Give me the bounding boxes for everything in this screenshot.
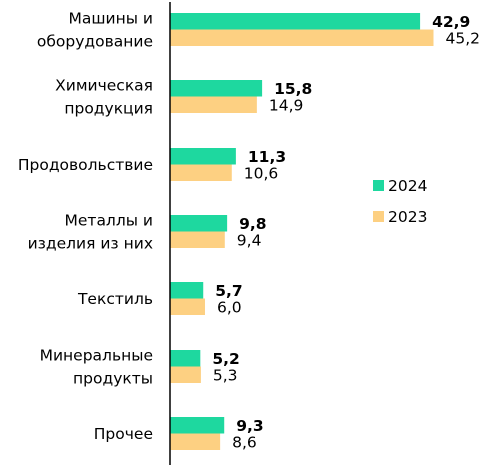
category-label-3-0: Металлы и bbox=[65, 212, 154, 230]
value-label-2024-5: 5,2 bbox=[212, 350, 239, 368]
value-label-2023-6: 8,6 bbox=[232, 433, 257, 451]
category-label-5-1: продукты bbox=[73, 370, 153, 388]
category-label-5-0: Минеральные bbox=[40, 347, 153, 365]
legend-label-2024: 2024 bbox=[388, 177, 427, 195]
bar-2023-4 bbox=[170, 298, 205, 315]
bar-2024-2 bbox=[170, 148, 236, 165]
bar-2024-0 bbox=[170, 13, 421, 30]
legend: 2024 2023 bbox=[373, 177, 427, 226]
value-label-2023-5: 5,3 bbox=[213, 366, 238, 384]
bar-2023-5 bbox=[170, 366, 201, 383]
category-label-4-0: Текстиль bbox=[77, 290, 153, 308]
bars-layer bbox=[170, 13, 434, 450]
legend-label-2023: 2023 bbox=[388, 208, 427, 226]
value-label-2024-0: 42,9 bbox=[432, 13, 470, 31]
bar-2023-2 bbox=[170, 164, 232, 181]
value-label-2024-1: 15,8 bbox=[274, 80, 312, 98]
value-label-2023-4: 6,0 bbox=[217, 298, 242, 316]
category-label-2-0: Продовольствие bbox=[18, 156, 153, 174]
category-label-0-0: Машины и bbox=[68, 10, 153, 28]
bar-2023-3 bbox=[170, 231, 225, 248]
value-label-2024-2: 11,3 bbox=[248, 148, 286, 166]
category-label-1-0: Химическая bbox=[55, 77, 153, 95]
legend-swatch-2024 bbox=[373, 180, 384, 191]
bar-2024-6 bbox=[170, 417, 225, 434]
value-label-2024-6: 9,3 bbox=[236, 417, 263, 435]
bar-2024-4 bbox=[170, 282, 204, 299]
value-label-2023-2: 10,6 bbox=[244, 164, 279, 182]
bar-2024-1 bbox=[170, 80, 263, 97]
bar-2023-6 bbox=[170, 433, 221, 450]
value-label-2023-0: 45,2 bbox=[446, 29, 481, 47]
category-label-3-1: изделия из них bbox=[28, 235, 153, 253]
category-label-1-1: продукция bbox=[64, 100, 153, 118]
bar-2023-1 bbox=[170, 96, 257, 113]
value-label-2023-3: 9,4 bbox=[237, 231, 262, 249]
value-label-2023-1: 14,9 bbox=[269, 96, 304, 114]
value-labels-layer: 42,945,2 15,814,9 11,310,6 9,89,4 5,76,0 5,25… bbox=[212, 13, 480, 452]
bar-2023-0 bbox=[170, 29, 434, 46]
category-labels-layer: Машины и оборудование Химическая продукция П… bbox=[18, 10, 153, 444]
category-label-0-1: оборудование bbox=[37, 33, 153, 51]
value-label-2024-4: 5,7 bbox=[215, 282, 242, 300]
value-label-2024-3: 9,8 bbox=[239, 215, 266, 233]
bar-2024-3 bbox=[170, 215, 228, 232]
category-label-6-0: Прочее bbox=[94, 425, 153, 443]
legend-swatch-2023 bbox=[373, 211, 384, 222]
bar-2024-5 bbox=[170, 350, 201, 367]
